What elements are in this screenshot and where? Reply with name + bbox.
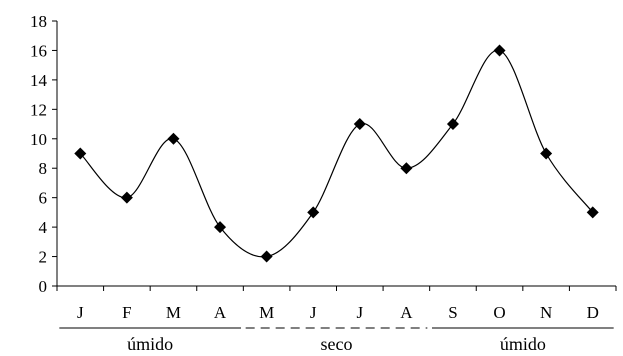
data-point-s-8 bbox=[446, 118, 459, 131]
data-point-a-7 bbox=[400, 162, 413, 175]
x-tick-label: O bbox=[493, 303, 505, 322]
x-tick-label: N bbox=[540, 303, 552, 322]
season-label: seco bbox=[321, 334, 353, 354]
x-tick-label: J bbox=[356, 303, 363, 322]
x-tick-label: J bbox=[310, 303, 317, 322]
y-tick-label: 6 bbox=[39, 189, 48, 208]
series-lines bbox=[79, 49, 594, 258]
x-tick-label: F bbox=[122, 303, 131, 322]
y-tick-label: 14 bbox=[30, 71, 48, 90]
x-tick-label: M bbox=[166, 303, 181, 322]
y-tick-label: 18 bbox=[30, 12, 47, 31]
y-tick-label: 0 bbox=[39, 277, 48, 296]
x-tick-label: M bbox=[259, 303, 274, 322]
x-tick-label: S bbox=[448, 303, 457, 322]
y-tick-label: 12 bbox=[30, 100, 47, 119]
data-point-m-4 bbox=[260, 250, 273, 263]
data-point-j-6 bbox=[353, 118, 366, 131]
y-tick-label: 4 bbox=[39, 218, 48, 237]
y-tick-label: 8 bbox=[39, 159, 48, 178]
data-point-a-3 bbox=[214, 221, 227, 234]
x-tick-label: A bbox=[214, 303, 227, 322]
data-point-j-5 bbox=[307, 206, 320, 219]
data-point-j-0 bbox=[74, 147, 87, 160]
season-label: úmido bbox=[500, 334, 546, 354]
data-point-m-2 bbox=[167, 132, 180, 145]
y-axis: 0 2 4 6 8 10 12 14 16 18 bbox=[30, 12, 58, 296]
series-line bbox=[79, 49, 594, 258]
data-point-n-10 bbox=[540, 147, 553, 160]
season-annotations: úmido seco úmido bbox=[59, 327, 614, 354]
series-markers bbox=[74, 44, 599, 263]
season-label: úmido bbox=[127, 334, 173, 354]
y-tick-label: 2 bbox=[39, 248, 48, 267]
x-tick-label: J bbox=[77, 303, 84, 322]
y-tick-label: 10 bbox=[30, 130, 47, 149]
x-tick-label: D bbox=[587, 303, 599, 322]
y-tick-label: 16 bbox=[30, 41, 47, 60]
x-tick-label: A bbox=[400, 303, 413, 322]
data-point-o-9 bbox=[493, 44, 506, 57]
data-point-f-1 bbox=[120, 191, 133, 204]
data-point-d-11 bbox=[586, 206, 599, 219]
